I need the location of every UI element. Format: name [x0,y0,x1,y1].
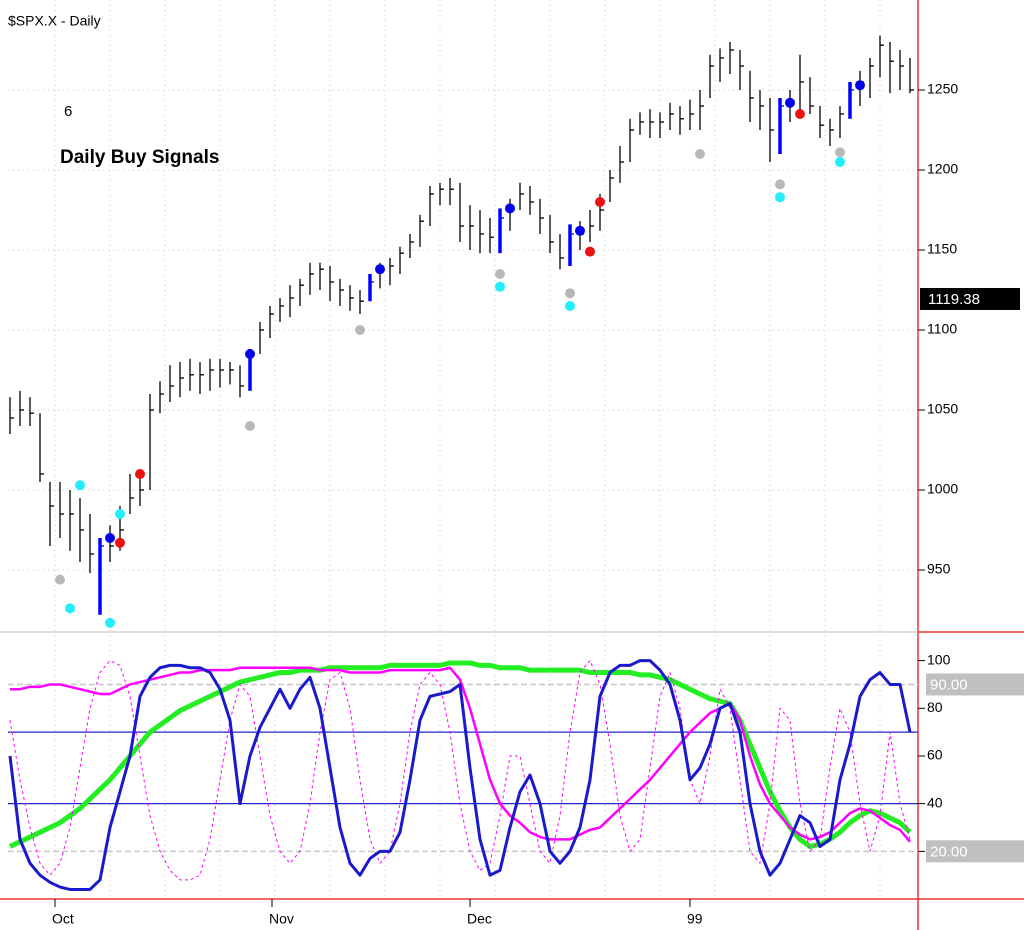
oscillator-line [8,660,912,850]
y-tick-label: 1100 [927,321,957,337]
signal-dot [105,533,115,543]
signal-dot [375,264,385,275]
oscillator-line [10,666,911,843]
signal-dot [835,157,845,167]
signal-dot [115,509,125,519]
y-tick-label: 950 [927,561,951,577]
signal-dot [115,537,125,548]
y-tick-label: 40 [927,794,943,810]
signal-dot [495,269,505,279]
chart-title: $SPX.X - Daily [8,13,101,29]
signal-dot [245,349,255,359]
y-tick-label: 100 [927,651,951,667]
signal-dot [775,192,785,203]
last-price-label: 1119.38 [928,291,980,308]
oscillator-line [9,660,911,881]
y-tick-label: 1050 [927,401,958,417]
signal-dot [695,149,705,159]
band-label: 90.00 [930,676,968,693]
y-tick-label: 1250 [927,81,958,97]
x-tick-label: Oct [52,911,74,927]
band-label: 20.00 [930,843,968,860]
signal-dot [55,574,65,585]
x-tick-label: Nov [269,911,294,927]
signal-dot [855,80,865,91]
signal-dot [785,97,795,108]
signal-dot [585,246,595,257]
signal-dot [795,109,805,119]
signal-dot [775,179,785,190]
y-tick-label: 1000 [927,481,958,497]
signal-dot [495,281,505,292]
signal-dot [505,203,515,214]
signal-dot [75,480,85,491]
last-price-box [920,287,1020,310]
signal-dot [355,325,365,335]
signal-dot [105,617,115,628]
x-tick-label: 99 [687,911,703,927]
signal-dot [135,469,145,479]
annotation: 6 [64,103,72,120]
signal-dot [575,225,585,236]
signal-dot [565,288,575,299]
y-tick-label: 1200 [927,161,958,177]
band-label-box [926,840,1024,863]
signal-dot [65,603,75,614]
signal-dot [595,197,605,207]
y-tick-label: 60 [927,747,943,763]
x-tick-label: Dec [467,911,492,927]
y-tick-label: 1150 [927,241,957,257]
signal-dot [565,301,575,311]
band-label-box [926,673,1024,696]
oscillator-line [8,659,912,891]
y-tick-label: 80 [927,699,943,715]
signal-dot [245,421,255,431]
signal-dot [835,147,845,158]
annotation: Daily Buy Signals [60,147,219,168]
